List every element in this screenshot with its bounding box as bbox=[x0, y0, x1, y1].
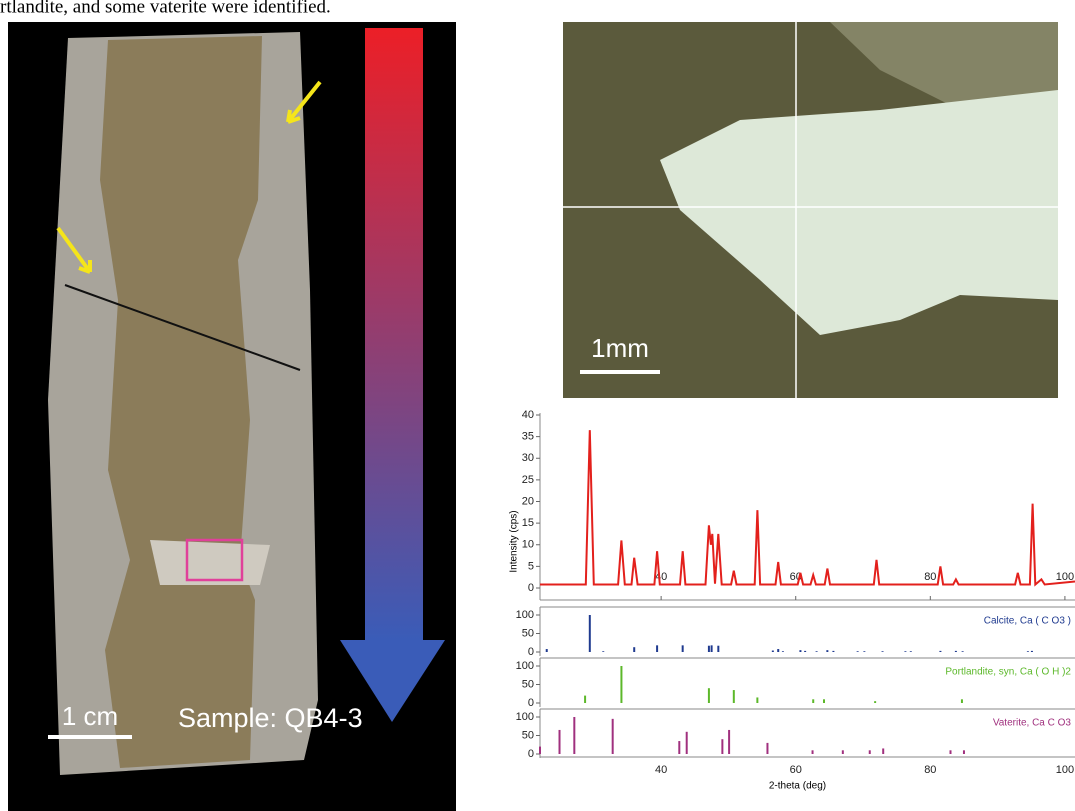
scale-label: 1 cm bbox=[62, 701, 118, 731]
x-tick-label: 40 bbox=[655, 571, 667, 583]
y-tick-label: 40 bbox=[522, 409, 534, 421]
y-tick-label: 10 bbox=[522, 539, 534, 551]
y-tick-label: 50 bbox=[522, 678, 534, 690]
x-tick-label: 80 bbox=[924, 571, 936, 583]
y-tick-label: 15 bbox=[522, 517, 534, 529]
x-tick-label: 60 bbox=[790, 764, 802, 776]
x-tick-label: 100 bbox=[1056, 764, 1074, 776]
x-axis-label: 2-theta (deg) bbox=[769, 781, 826, 792]
y-tick-label: 0 bbox=[528, 697, 534, 709]
y-tick-label: 0 bbox=[528, 582, 534, 594]
scale-label: 1mm bbox=[591, 333, 649, 363]
reference-name: Vaterite, Ca C O3 bbox=[993, 718, 1072, 729]
figure: rtlandite, and some vaterite were identi… bbox=[0, 0, 1075, 811]
y-tick-label: 100 bbox=[516, 609, 534, 621]
caption-fragment: rtlandite, and some vaterite were identi… bbox=[0, 0, 331, 17]
y-tick-label: 35 bbox=[522, 431, 534, 443]
xrd-chart: 0510152025303540404060608080100100Intens… bbox=[509, 409, 1075, 792]
sample-label: Sample: QB4-3 bbox=[178, 703, 363, 733]
y-tick-label: 0 bbox=[528, 646, 534, 658]
y-tick-label: 20 bbox=[522, 495, 534, 507]
y-tick-label: 5 bbox=[528, 560, 534, 572]
pattern-line bbox=[540, 430, 1075, 584]
x-tick-label: 80 bbox=[924, 764, 936, 776]
y-tick-label: 50 bbox=[522, 729, 534, 741]
y-tick-label: 25 bbox=[522, 474, 534, 486]
core-photo bbox=[8, 22, 456, 811]
x-tick-label: 40 bbox=[655, 764, 667, 776]
y-axis-label: Intensity (cps) bbox=[509, 510, 520, 572]
y-tick-label: 30 bbox=[522, 452, 534, 464]
y-tick-label: 50 bbox=[522, 627, 534, 639]
reference-name: Portlandite, syn, Ca ( O H )2 bbox=[945, 667, 1071, 678]
y-tick-label: 0 bbox=[528, 748, 534, 760]
y-tick-label: 100 bbox=[516, 711, 534, 723]
y-tick-label: 100 bbox=[516, 660, 534, 672]
reference-name: Calcite, Ca ( C O3 ) bbox=[984, 616, 1071, 627]
